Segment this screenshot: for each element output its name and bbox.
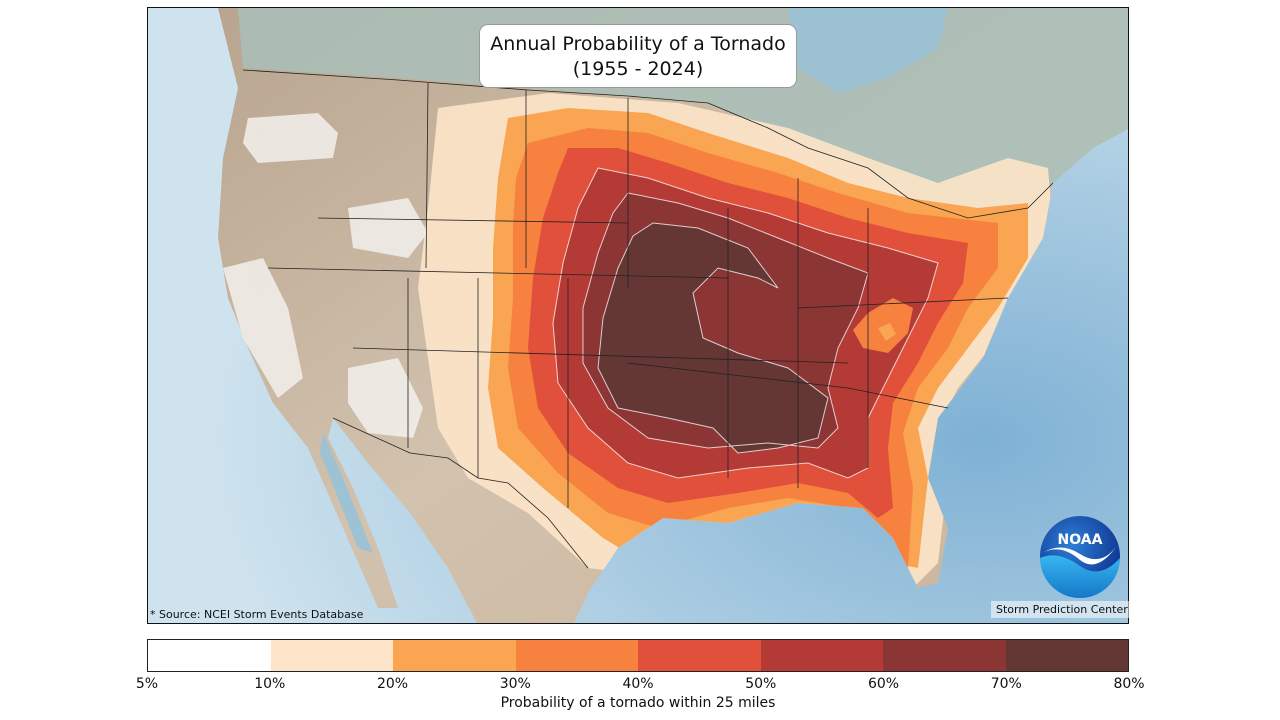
legend-tick: 50%	[745, 676, 777, 692]
legend-swatch-10-20	[270, 640, 393, 671]
color-legend-ticks: 5% 10% 20% 30% 40% 50% 60% 70% 80%	[136, 676, 1145, 694]
legend-tick: 20%	[376, 676, 409, 692]
tornado-probability-map	[147, 7, 1129, 624]
legend-tick: 30%	[499, 676, 531, 692]
legend-swatch-20-30	[393, 640, 516, 671]
gulf-of-california	[320, 433, 373, 553]
color-legend-bar	[147, 639, 1129, 672]
legend-swatch-60-70	[883, 640, 1006, 671]
map-subtitle: (1955 - 2024)	[572, 58, 704, 80]
noaa-logo: NOAA	[1040, 516, 1120, 598]
noaa-logo-text: NOAA	[1058, 532, 1103, 548]
legend-tick: 80%	[1113, 676, 1145, 692]
credit-label: Storm Prediction Center	[991, 601, 1133, 618]
political-borders	[242, 69, 1054, 569]
map-title-box: Annual Probability of a Tornado (1955 - …	[479, 24, 797, 88]
legend-swatch-70-80	[1005, 640, 1128, 671]
hudson-bay	[788, 8, 948, 93]
appalachian-lower-core	[878, 323, 896, 341]
legend-swatch-30-40	[515, 640, 638, 671]
legend-tick: 5%	[135, 676, 159, 692]
legend-tick: 40%	[622, 676, 654, 692]
legend-tick: 70%	[990, 676, 1022, 692]
color-legend-label: Probability of a tornado within 25 miles	[500, 695, 776, 711]
legend-swatch-40-50	[638, 640, 761, 671]
legend-swatch-50-60	[760, 640, 883, 671]
map-canvas	[148, 8, 1128, 623]
legend-swatch-5-10	[148, 640, 271, 671]
map-title: Annual Probability of a Tornado	[490, 33, 786, 55]
contour-70-80	[598, 223, 828, 453]
source-note: * Source: NCEI Storm Events Database	[150, 608, 364, 621]
legend-tick: 60%	[867, 676, 900, 692]
legend-tick: 10%	[254, 676, 286, 692]
western-low-patches	[223, 113, 428, 438]
